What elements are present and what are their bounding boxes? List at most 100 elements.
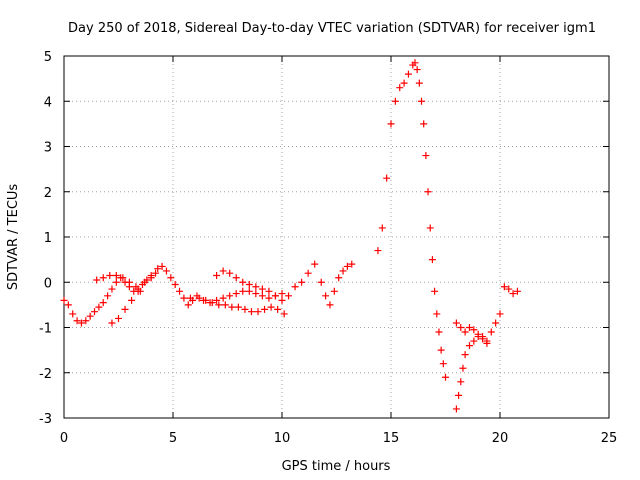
- data-point: [261, 305, 269, 313]
- data-point: [245, 287, 253, 295]
- data-point: [513, 287, 521, 295]
- data-point: [86, 312, 94, 320]
- data-point: [278, 296, 286, 304]
- data-point: [470, 326, 478, 334]
- data-point: [326, 301, 334, 309]
- data-point: [404, 70, 412, 78]
- data-point: [252, 283, 260, 291]
- data-point: [459, 364, 467, 372]
- data-point: [69, 310, 77, 318]
- data-point: [322, 292, 330, 300]
- data-point: [500, 283, 508, 291]
- chart-title: Day 250 of 2018, Sidereal Day-to-day VTE…: [68, 21, 596, 36]
- data-point: [245, 281, 253, 289]
- data-points: [60, 59, 521, 413]
- data-point: [154, 265, 162, 273]
- data-point: [274, 305, 282, 313]
- data-point: [278, 290, 286, 298]
- data-point: [226, 269, 234, 277]
- grid: [64, 56, 609, 418]
- y-axis-label: SDTVAR / TECUs: [6, 184, 21, 291]
- data-point: [186, 294, 194, 302]
- data-point: [411, 59, 419, 67]
- data-point: [239, 278, 247, 286]
- data-point: [457, 324, 465, 331]
- y-axis-ticks: -3 -2 -1 0 1 2 3 4 5: [39, 50, 609, 427]
- data-point: [400, 79, 408, 87]
- data-point: [141, 278, 149, 286]
- data-point: [106, 271, 114, 279]
- data-point: [311, 260, 319, 268]
- y-tick-label: 4: [44, 95, 52, 110]
- data-point: [457, 378, 465, 386]
- data-point: [247, 308, 255, 316]
- data-point: [483, 339, 491, 347]
- y-tick-label: -3: [39, 412, 52, 427]
- data-point: [108, 319, 116, 327]
- data-point: [465, 342, 473, 350]
- data-point: [479, 335, 487, 343]
- data-point: [91, 308, 99, 316]
- data-point: [258, 292, 266, 300]
- data-point: [208, 299, 216, 307]
- x-tick-label: 20: [492, 431, 509, 446]
- data-point: [213, 296, 221, 304]
- data-point: [95, 303, 103, 311]
- data-point: [265, 294, 273, 302]
- data-point: [119, 274, 127, 282]
- data-point: [442, 373, 449, 381]
- data-point: [232, 290, 240, 298]
- data-point: [252, 290, 260, 298]
- data-point: [298, 278, 306, 286]
- data-point: [271, 292, 279, 300]
- data-point: [64, 301, 72, 309]
- data-point: [452, 405, 460, 413]
- data-point: [413, 66, 421, 74]
- data-point: [509, 290, 517, 298]
- data-point: [431, 287, 439, 295]
- data-point: [215, 301, 223, 309]
- data-point: [121, 305, 129, 313]
- data-point: [415, 79, 423, 87]
- data-point: [219, 267, 227, 275]
- data-point: [505, 285, 513, 293]
- data-point: [202, 296, 210, 304]
- x-tick-label: 10: [274, 431, 291, 446]
- data-point: [125, 278, 133, 286]
- data-point: [339, 267, 347, 275]
- data-point: [158, 262, 166, 270]
- data-point: [437, 346, 445, 354]
- data-point: [73, 317, 81, 325]
- data-point: [267, 303, 275, 311]
- data-point: [176, 287, 184, 295]
- y-tick-label: 5: [44, 50, 52, 65]
- data-point: [60, 296, 68, 304]
- data-point: [433, 310, 441, 318]
- data-point: [184, 301, 192, 309]
- data-point: [452, 319, 460, 327]
- x-tick-label: 5: [169, 431, 177, 446]
- y-tick-label: 1: [44, 231, 52, 246]
- data-point: [428, 256, 436, 264]
- data-point: [99, 274, 107, 282]
- data-point: [420, 120, 428, 128]
- data-point: [258, 285, 266, 293]
- data-point: [265, 287, 273, 295]
- x-tick-label: 15: [383, 431, 400, 446]
- data-point: [162, 267, 170, 275]
- data-point: [147, 271, 155, 279]
- data-point: [487, 328, 495, 336]
- data-point: [461, 351, 469, 359]
- data-point: [304, 269, 312, 277]
- data-point: [439, 360, 447, 368]
- data-point: [465, 324, 473, 331]
- data-point: [335, 274, 343, 282]
- y-tick-label: 2: [44, 186, 52, 201]
- data-point: [391, 97, 399, 105]
- data-point: [180, 294, 188, 302]
- data-point: [461, 328, 469, 336]
- data-point: [280, 310, 288, 318]
- data-point: [426, 224, 434, 232]
- data-point: [99, 299, 107, 307]
- data-point: [221, 301, 229, 309]
